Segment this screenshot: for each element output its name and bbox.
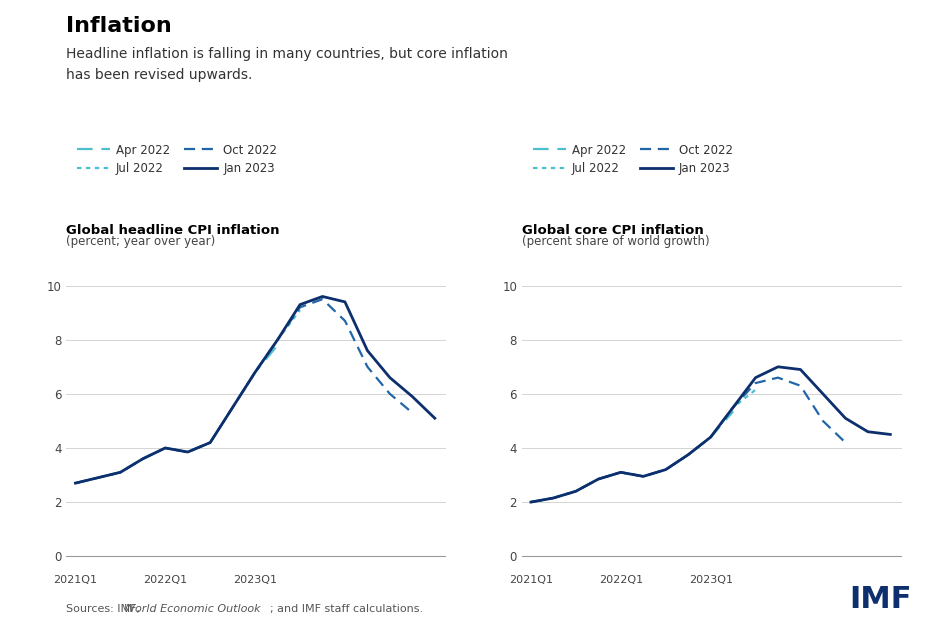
- Text: (percent share of world growth): (percent share of world growth): [522, 235, 710, 248]
- Text: Headline inflation is falling in many countries, but core inflation
has been rev: Headline inflation is falling in many co…: [66, 47, 509, 82]
- Text: Inflation: Inflation: [66, 16, 172, 36]
- Text: Global core CPI inflation: Global core CPI inflation: [522, 224, 704, 237]
- Legend: Apr 2022, Jul 2022, Oct 2022, Jan 2023: Apr 2022, Jul 2022, Oct 2022, Jan 2023: [528, 139, 737, 180]
- Legend: Apr 2022, Jul 2022, Oct 2022, Jan 2023: Apr 2022, Jul 2022, Oct 2022, Jan 2023: [72, 139, 282, 180]
- Text: World Economic Outlook: World Economic Outlook: [124, 604, 261, 614]
- Text: Global headline CPI inflation: Global headline CPI inflation: [66, 224, 280, 237]
- Text: Sources: IMF,: Sources: IMF,: [66, 604, 144, 614]
- Text: ; and IMF staff calculations.: ; and IMF staff calculations.: [270, 604, 422, 614]
- Text: (percent; year over year): (percent; year over year): [66, 235, 215, 248]
- Text: IMF: IMF: [849, 585, 912, 614]
